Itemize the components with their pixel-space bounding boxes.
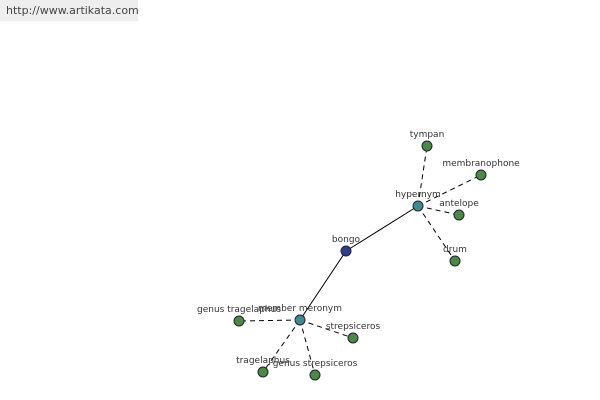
node[interactable]: [233, 315, 245, 327]
dashed-edge: [417, 145, 428, 207]
node[interactable]: [294, 314, 306, 326]
dashed-edge: [417, 205, 460, 216]
node-label: hypernym: [395, 190, 441, 200]
dashed-edge: [417, 205, 456, 262]
node-label: strepsiceros: [326, 322, 381, 332]
node[interactable]: [449, 255, 461, 267]
node-label: genus strepsiceros: [273, 359, 358, 369]
dashed-edge: [238, 319, 301, 322]
node-label: tympan: [410, 130, 445, 140]
node-label: tragelaphus: [236, 356, 290, 366]
node-label: membranophone: [442, 159, 520, 169]
dashed-edge: [417, 174, 482, 207]
dashed-edge: [299, 319, 354, 339]
node[interactable]: [257, 366, 269, 378]
node[interactable]: [475, 169, 487, 181]
edge: [299, 250, 347, 321]
header-url[interactable]: http://www.artikata.com: [6, 4, 139, 17]
node-label: bongo: [332, 235, 361, 245]
node[interactable]: [347, 332, 359, 344]
dashed-edge: [299, 319, 316, 376]
node[interactable]: [453, 209, 465, 221]
node-label: antelope: [439, 199, 479, 209]
header-bar: http://www.artikata.com: [0, 0, 139, 21]
node-label: drum: [443, 245, 467, 255]
node[interactable]: [421, 140, 433, 152]
node-label: member meronym: [258, 304, 342, 314]
node[interactable]: [412, 200, 424, 212]
dashed-edge: [262, 319, 301, 373]
node[interactable]: [309, 369, 321, 381]
node-label: genus tragelaphus: [197, 305, 281, 315]
edge: [345, 205, 419, 252]
node[interactable]: [340, 245, 352, 257]
